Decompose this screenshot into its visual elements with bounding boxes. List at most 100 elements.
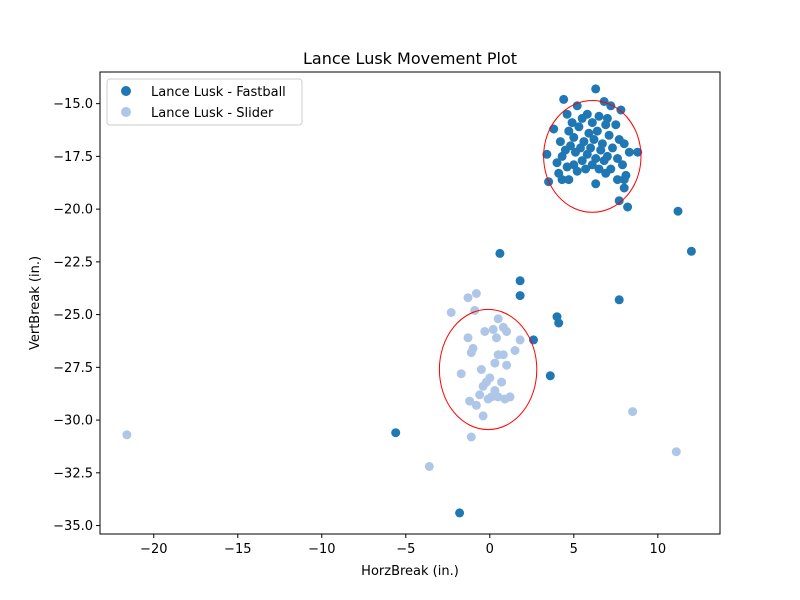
scatter-point [582, 149, 592, 159]
scatter-point [562, 109, 572, 119]
scatter-point [624, 147, 634, 157]
scatter-point [545, 371, 555, 381]
scatter-point [577, 156, 587, 166]
scatter-point [601, 120, 611, 130]
cluster-ellipse-0 [543, 99, 642, 213]
scatter-point [614, 295, 624, 305]
axis-ticks: −20 −15 −10 −5 0 5 10 −35.0 −32.5 −30.0 −27.5 −25.0… [53, 97, 666, 557]
x-tick-label: 10 [650, 542, 667, 557]
scatter-point [671, 447, 681, 457]
chart-title: Lance Lusk Movement Plot [303, 49, 517, 68]
plot-frame [99, 71, 721, 535]
scatter-point [463, 333, 473, 343]
scatter-point [391, 428, 401, 438]
scatter-point [557, 151, 567, 161]
scatter-point [465, 396, 475, 406]
scatter-point [619, 139, 629, 149]
scatter-point [552, 158, 562, 168]
y-tick-label: −15.0 [53, 97, 93, 112]
scatter-point [500, 394, 510, 404]
scatter-point [488, 324, 498, 334]
x-tick-label: −10 [308, 542, 335, 557]
y-tick-label: −30.0 [53, 414, 93, 429]
scatter-point [587, 160, 597, 170]
scatter-point [424, 462, 434, 471]
scatter-point [577, 113, 587, 123]
scatter-point [594, 111, 604, 121]
scatter-point [549, 124, 559, 134]
scatter-point [557, 175, 567, 185]
scatter-point [564, 126, 574, 136]
scatter-point [618, 160, 627, 170]
scatter-point [592, 126, 602, 136]
scatter-point [613, 175, 622, 185]
scatter-point [475, 390, 485, 400]
scatter-point [466, 348, 476, 358]
scatter-point [515, 291, 525, 301]
scatter-point [623, 202, 633, 212]
scatter-point [471, 400, 481, 410]
scatter-point [476, 365, 486, 374]
scatter-point [599, 97, 609, 106]
scatter-point [456, 369, 466, 379]
scatter-point [604, 130, 614, 140]
scatter-point [574, 122, 584, 132]
scatter-point [572, 166, 582, 176]
scatter-point [562, 162, 572, 172]
scatter-point [466, 432, 476, 442]
scatter-point [569, 132, 579, 142]
scatter-point [591, 179, 601, 189]
scatter-point [591, 84, 601, 94]
scatter-point [492, 333, 501, 343]
legend-label-slider: Lance Lusk - Slider [151, 106, 274, 121]
scatter-point [567, 118, 577, 128]
scatter-point [619, 175, 629, 185]
scatter-point [673, 206, 683, 216]
series-0 [391, 84, 696, 518]
scatter-point [555, 137, 565, 147]
scatter-point [480, 327, 490, 336]
scatter-point [122, 430, 132, 440]
scatter-point [502, 360, 512, 370]
y-tick-label: −25.0 [53, 308, 93, 323]
y-tick-label: −32.5 [53, 466, 93, 481]
legend-marker-fastball [121, 86, 131, 96]
scatter-point [478, 411, 488, 421]
y-tick-label: −35.0 [53, 519, 93, 534]
scatter-point [686, 246, 696, 256]
scatter-point [589, 135, 599, 144]
x-tick-label: −15 [224, 542, 251, 557]
scatter-point [559, 94, 569, 104]
scatter-point [601, 168, 611, 178]
scatter-point [614, 196, 624, 206]
scatter-point [571, 147, 580, 157]
scatter-point [584, 128, 594, 138]
cluster-ellipse-1 [438, 308, 538, 431]
scatter-point [633, 147, 643, 157]
scatter-point [611, 120, 621, 130]
plot-area [122, 84, 696, 518]
x-axis-label: HorzBreak (in.) [361, 564, 459, 579]
x-tick-label: −5 [396, 542, 415, 557]
x-tick-label: 0 [486, 542, 494, 557]
y-tick-label: −17.5 [53, 150, 93, 165]
x-tick-label: −20 [140, 542, 167, 557]
scatter-point [628, 407, 638, 417]
scatter-point [616, 105, 626, 115]
x-tick-label: 5 [570, 542, 578, 557]
scatter-point [455, 508, 465, 518]
series-1 [122, 289, 681, 471]
scatter-point [446, 308, 456, 317]
scatter-point [564, 175, 574, 185]
scatter-point [542, 149, 552, 159]
legend-marker-slider [121, 107, 131, 117]
y-tick-label: −20.0 [53, 203, 93, 218]
scatter-point [587, 118, 597, 128]
legend-label-fastball: Lance Lusk - Fastball [151, 85, 286, 100]
scatter-point [594, 164, 604, 174]
scatter-point [502, 327, 512, 336]
scatter-point [493, 314, 503, 324]
scatter-point [478, 381, 488, 391]
scatter-point [515, 276, 525, 286]
